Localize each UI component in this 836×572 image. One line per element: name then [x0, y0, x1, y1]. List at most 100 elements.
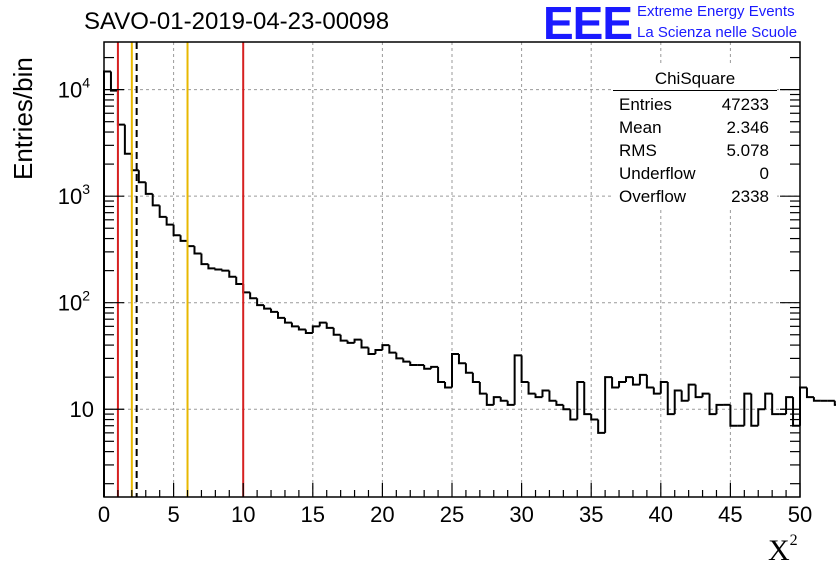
stats-row-overflow: Overflow 2338 [613, 185, 777, 208]
x-axis-label-base: X [768, 534, 790, 567]
stats-label: Entries [619, 95, 672, 114]
histogram-bin [137, 170, 146, 184]
x-axis-label: X2 [768, 532, 798, 568]
histogram-bin [771, 393, 780, 416]
x-tick-label: 35 [579, 502, 603, 527]
histogram-bin [444, 382, 452, 389]
histogram-bin [423, 365, 432, 370]
y-tick-label: 102 [58, 288, 90, 316]
histogram-bin [513, 354, 522, 405]
stats-box: ChiSquare Entries 47233 Mean 2.346 RMS 5.07… [613, 66, 777, 208]
x-tick-label: 30 [509, 502, 533, 527]
histogram-bin [304, 329, 313, 334]
histogram-bin [318, 321, 327, 327]
histogram-bin [283, 317, 292, 324]
stats-value: 5.078 [726, 141, 769, 160]
histogram-bin [256, 298, 265, 307]
histogram-bin [833, 400, 836, 406]
histogram-bin [701, 392, 710, 398]
x-tick-label: 10 [231, 502, 255, 527]
histogram-bin [638, 373, 647, 385]
histogram-bin [193, 246, 202, 255]
histogram-bin [555, 400, 564, 406]
histogram-bin [583, 382, 592, 416]
histogram-bin [548, 390, 557, 402]
histogram-bin [207, 264, 216, 270]
histogram-bin [666, 382, 675, 416]
histogram-bin [402, 358, 411, 363]
y-tick-label: 104 [58, 75, 90, 103]
histogram-bin [576, 381, 585, 420]
histogram-bin [792, 397, 800, 427]
histogram-bin [242, 283, 251, 294]
histogram-bin [485, 393, 494, 406]
histogram-bin [270, 308, 278, 313]
histogram-bin [325, 322, 334, 329]
histogram-bin [562, 404, 571, 411]
histogram-bin [764, 392, 773, 410]
histogram-bin [367, 347, 376, 355]
histogram-bin [652, 387, 661, 395]
histogram-bin [332, 327, 341, 336]
stats-label: Mean [619, 118, 662, 137]
histogram-bin [297, 326, 306, 331]
x-axis: 0 5 10 15 20 25 30 35 40 45 50 [98, 483, 812, 527]
histogram-bin [200, 253, 209, 266]
histogram-bin [144, 182, 153, 195]
histogram-bin [673, 389, 682, 415]
grid [104, 42, 800, 497]
histogram-bin [590, 414, 599, 421]
x-tick-label: 25 [440, 502, 464, 527]
histogram-bin [339, 334, 348, 342]
histogram-bin [604, 376, 613, 433]
histogram-bin [158, 205, 167, 218]
stats-label: Underflow [619, 164, 696, 183]
x-axis-label-superscript: 2 [789, 532, 798, 549]
histogram-bin [597, 419, 606, 434]
histogram-bin [263, 305, 272, 310]
histogram-bin [451, 352, 459, 388]
histogram-bin [750, 393, 759, 427]
histogram-bin [457, 353, 466, 365]
y-tick-label: 103 [58, 181, 90, 209]
histogram-bin [172, 224, 181, 237]
histogram-bin [659, 381, 668, 394]
reference-lines [116, 42, 245, 497]
x-tick-label: 40 [649, 502, 673, 527]
histogram-bin [499, 397, 508, 402]
histogram-bin [799, 386, 807, 426]
stats-value: 0 [759, 164, 769, 183]
stats-value: 47233 [721, 95, 769, 114]
histogram-bin [221, 269, 230, 272]
histogram-bin [785, 396, 794, 415]
stats-label: RMS [619, 141, 657, 160]
histogram-bin [569, 409, 578, 421]
histogram-bin [520, 355, 529, 384]
histogram-bin [506, 400, 515, 406]
histogram-bin [694, 384, 703, 399]
x-tick-label: 5 [167, 502, 179, 527]
histogram-bin [708, 393, 717, 416]
histogram-bin [374, 348, 383, 354]
histogram-bin [277, 311, 285, 319]
histogram-bin [534, 393, 543, 399]
histogram-bin [116, 90, 125, 126]
stats-value: 2338 [731, 187, 769, 206]
histogram-bin [388, 345, 397, 354]
histogram-bin [290, 322, 299, 328]
histogram-bin [235, 276, 244, 285]
histogram-bin [381, 344, 390, 350]
stats-row-underflow: Underflow 0 [613, 162, 777, 185]
histogram-bin [812, 397, 821, 402]
histogram-bin [165, 216, 174, 226]
histogram-bin [353, 338, 362, 343]
histogram-bin [409, 361, 418, 367]
histogram-bin [395, 352, 404, 360]
histogram-bin [757, 408, 766, 426]
x-tick-label: 15 [301, 502, 325, 527]
histogram-bin [805, 387, 814, 399]
histogram-bin [186, 240, 195, 248]
stats-label: Overflow [619, 187, 687, 206]
histogram-bin [715, 403, 724, 415]
histogram-bin [492, 396, 501, 405]
